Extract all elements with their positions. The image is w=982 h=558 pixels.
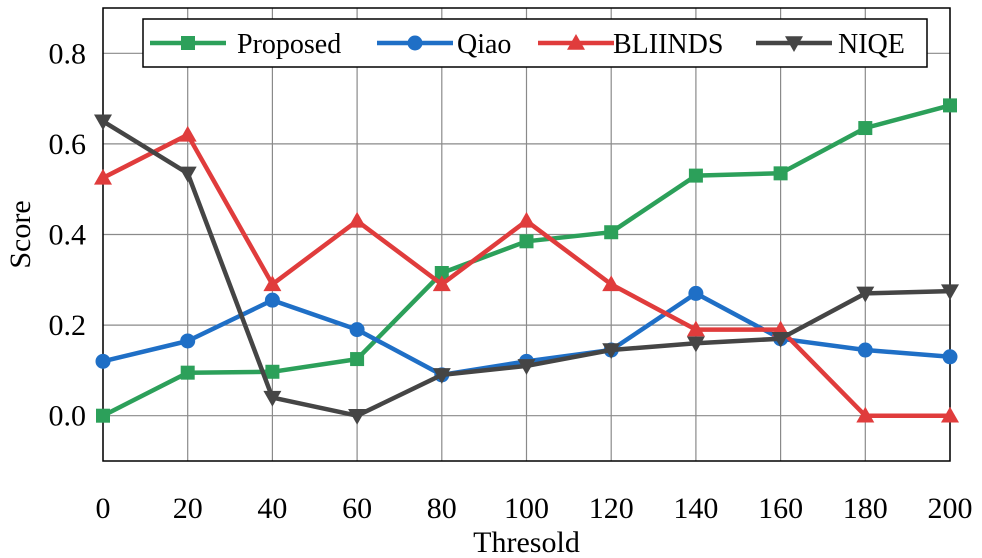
legend-label: BLIINDS bbox=[613, 29, 723, 60]
x-tick-label: 120 bbox=[589, 492, 634, 525]
legend-label: Qiao bbox=[457, 29, 511, 60]
legend-item-niqe: NIQE bbox=[756, 29, 905, 60]
data-point-bliinds bbox=[856, 406, 875, 423]
x-axis-title: Thresold bbox=[473, 526, 580, 558]
x-tick-label: 100 bbox=[504, 492, 549, 525]
data-point-proposed bbox=[858, 121, 873, 136]
y-tick-label: 0.4 bbox=[49, 219, 87, 252]
data-point-proposed bbox=[519, 234, 534, 249]
y-tick-label: 0.2 bbox=[49, 309, 87, 342]
tick-labels: 0 20 40 60 80 100 120 140 160 180 200 0.0 0.2 0.4 0.6 0… bbox=[49, 37, 973, 525]
data-point-proposed bbox=[180, 365, 195, 380]
data-point-bliinds bbox=[602, 275, 621, 292]
data-point-niqe bbox=[94, 114, 112, 131]
data-point-niqe bbox=[771, 331, 790, 348]
legend-item-qiao: Qiao bbox=[377, 29, 511, 60]
legend-swatch-marker bbox=[567, 34, 585, 50]
x-tick-label: 20 bbox=[173, 492, 203, 525]
legend-item-proposed: Proposed bbox=[150, 29, 341, 60]
data-point-bliinds bbox=[263, 275, 282, 292]
x-tick-label: 80 bbox=[427, 492, 457, 525]
data-point-qiao bbox=[688, 285, 704, 301]
y-tick-label: 0.8 bbox=[49, 37, 87, 70]
data-point-proposed bbox=[773, 166, 788, 181]
data-point-proposed bbox=[943, 98, 957, 113]
series-proposed bbox=[96, 98, 957, 423]
legend: Proposed Qiao BLIINDS NIQE bbox=[142, 18, 928, 68]
legend-label: Proposed bbox=[237, 29, 341, 60]
legend-swatch-marker bbox=[181, 36, 195, 50]
data-point-proposed bbox=[604, 225, 619, 240]
legend-swatch-marker bbox=[785, 36, 803, 52]
y-axis-title: Score bbox=[4, 200, 37, 268]
legend-item-bliinds: BLIINDS bbox=[538, 29, 723, 60]
series-niqe bbox=[94, 114, 959, 425]
y-tick-label: 0.0 bbox=[49, 400, 87, 433]
data-point-niqe bbox=[856, 286, 875, 303]
data-point-niqe bbox=[432, 368, 451, 384]
data-point-qiao bbox=[349, 322, 365, 338]
data-point-niqe bbox=[348, 408, 367, 425]
data-point-bliinds bbox=[517, 211, 536, 228]
data-point-bliinds bbox=[348, 211, 367, 228]
y-tick-label: 0.6 bbox=[49, 128, 87, 161]
data-point-bliinds bbox=[686, 320, 705, 337]
data-point-niqe bbox=[941, 284, 959, 301]
x-tick-label: 140 bbox=[673, 492, 718, 525]
series-layer bbox=[94, 98, 959, 425]
data-point-proposed bbox=[265, 364, 280, 379]
legend-label: NIQE bbox=[838, 29, 905, 60]
x-tick-label: 40 bbox=[257, 492, 287, 525]
data-point-proposed bbox=[688, 168, 703, 183]
series-bliinds bbox=[94, 125, 959, 423]
x-tick-label: 60 bbox=[342, 492, 372, 525]
legend-swatch-marker bbox=[407, 35, 423, 51]
data-point-niqe bbox=[686, 336, 705, 353]
data-point-proposed bbox=[350, 352, 365, 367]
data-point-bliinds bbox=[941, 406, 959, 423]
x-tick-label: 160 bbox=[758, 492, 803, 525]
data-point-bliinds bbox=[94, 168, 112, 185]
data-point-niqe bbox=[178, 166, 197, 183]
x-tick-label: 200 bbox=[928, 492, 973, 525]
data-point-bliinds bbox=[432, 275, 451, 292]
data-point-niqe bbox=[517, 359, 536, 375]
x-tick-label: 180 bbox=[843, 492, 888, 525]
data-point-qiao bbox=[857, 342, 873, 358]
data-point-niqe bbox=[602, 343, 621, 360]
data-point-qiao bbox=[180, 333, 196, 349]
data-point-qiao bbox=[942, 349, 958, 365]
data-point-proposed bbox=[434, 266, 449, 281]
data-point-proposed bbox=[96, 408, 110, 423]
data-point-niqe bbox=[263, 390, 282, 407]
x-tick-label: 0 bbox=[96, 492, 111, 525]
data-point-bliinds bbox=[178, 125, 197, 142]
data-point-qiao bbox=[264, 292, 280, 308]
plot-area-frame bbox=[102, 7, 951, 462]
data-point-qiao bbox=[95, 353, 111, 369]
